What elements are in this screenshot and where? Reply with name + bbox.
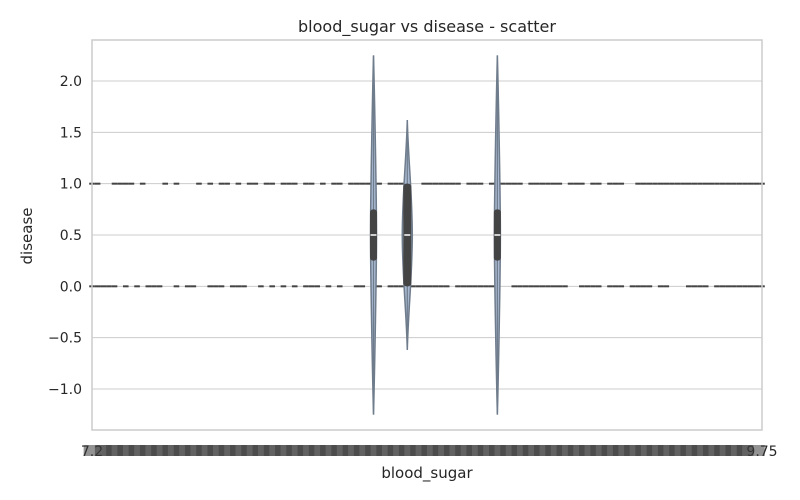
x-axis-label: blood_sugar	[381, 464, 473, 483]
plot-frame	[91, 39, 763, 431]
violins	[369, 55, 502, 415]
chart-title: blood_sugar vs disease - scatter	[298, 17, 556, 37]
markers	[89, 182, 765, 288]
x-tick-labels-overlap	[83, 445, 765, 456]
y-tick-label: −1.0	[48, 382, 82, 398]
y-tick-label: 0.5	[60, 228, 82, 244]
y-tick-label: 1.0	[60, 177, 82, 193]
x-tick-label	[736, 445, 765, 456]
y-tick-label: 1.5	[60, 125, 82, 141]
y-axis-label: disease	[18, 208, 36, 265]
y-tick-label: 2.0	[60, 74, 82, 90]
y-grid	[92, 80, 762, 390]
y-tick-labels: −1.0 −0.5 0.0 0.5 1.0 1.5 2.0	[48, 74, 82, 398]
y-tick-label: −0.5	[48, 331, 82, 347]
y-tick-label: 0.0	[60, 279, 82, 295]
